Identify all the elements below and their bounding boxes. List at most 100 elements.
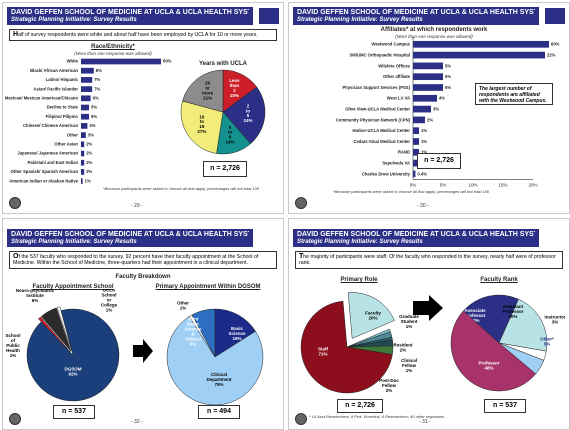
- slice-faculty: [347, 292, 395, 339]
- bar-harbor-ucla-medical-center: [413, 127, 419, 135]
- slice-label-dgsom: DGSOM 92%: [64, 367, 81, 377]
- category-label-chinese-chinese-american: Chinese/ Chinese American: [23, 123, 78, 128]
- slide-race-ethnicity: DAVID GEFFEN SCHOOL OF MEDICINE AT UCLA …: [2, 2, 284, 214]
- slice-label-post-doc-fellow: Post-Doc Fellow 2%: [379, 378, 399, 393]
- banner-text: f the 537 faculty who responded to the s…: [13, 254, 259, 266]
- value-label-olive-view-ucla-medical-center: 3%: [433, 106, 439, 111]
- page-number: - 29 -: [131, 203, 143, 209]
- n-count-box: n = 2,726: [417, 153, 461, 169]
- category-label-west-la-va: West LA VA: [387, 96, 410, 101]
- bar-west-la-va: [413, 94, 437, 102]
- bar-white: [81, 58, 161, 65]
- category-label-other-spanish-spanish-american: Other Spanish/ Spanish American: [11, 169, 79, 174]
- n2-count-box: n = 537: [484, 399, 526, 413]
- value-label-other-affiliate: 5%: [445, 74, 451, 79]
- section-title: Faculty Breakdown: [115, 274, 171, 280]
- slice-label-professor: Professor 48%: [478, 361, 499, 371]
- summary-banner: Of the 537 faculty who responded to the …: [9, 251, 277, 269]
- category-label-physician-support-services-pss: Physician Support Services (PSS): [343, 85, 411, 90]
- value-label-wilshire-offices: 5%: [445, 63, 451, 68]
- header-subtitle: Strategic Planning Initiative: Survey Re…: [297, 239, 423, 245]
- bar-japanese-japanese-american: [81, 150, 85, 157]
- category-label-white: White: [67, 59, 79, 64]
- category-label-wilshire-offices: Wilshire Offices: [378, 63, 410, 68]
- slide-primary-role: DAVID GEFFEN SCHOOL OF MEDICINE AT UCLA …: [288, 218, 570, 430]
- n1-count-box: n = 2,726: [337, 399, 383, 413]
- slice-label-school-of-public-health: School of Public Health 1%: [5, 333, 20, 358]
- value-label-rand: 1%: [421, 150, 427, 155]
- bar-charles-drew-university: [413, 170, 416, 178]
- header-title: DAVID GEFFEN SCHOOL OF MEDICINE AT UCLA …: [297, 231, 535, 238]
- page-number: - 30 -: [417, 203, 429, 209]
- value-label-asian-pacific-islander: 7%: [94, 86, 100, 91]
- footnote: * 14 Asst Researchers; 9 Prof. Emeritus;…: [309, 414, 446, 419]
- value-label-harbor-ucla-medical-center: 1%: [421, 128, 427, 133]
- ucla-logo: [545, 8, 565, 24]
- ucla-logo: [259, 8, 279, 24]
- bar-rand: [413, 148, 419, 156]
- summary-banner: Half of survey respondents were white an…: [9, 29, 277, 41]
- slice-2-to-5: [222, 86, 266, 145]
- value-label-mexican-mexican-american-chicano: 6%: [93, 96, 99, 101]
- slice-joint-basic-science-clinical: [191, 308, 216, 358]
- slice-label-clinical-fellow: Clinical Fellow 1%: [401, 358, 417, 373]
- category-label-latino-hispanic: Latino/ Hispanic: [46, 77, 79, 82]
- slide-affiliates: DAVID GEFFEN SCHOOL OF MEDICINE AT UCLA …: [288, 2, 570, 214]
- slice-other-ucla-school-or-college: [56, 306, 73, 352]
- header-title: DAVID GEFFEN SCHOOL OF MEDICINE AT UCLA …: [11, 231, 249, 238]
- years-pie-chart: Less than 2 15% 2 to 5 24% 5 to 9 14% 10 to 19 27% 20 or m…: [180, 69, 266, 155]
- category-label-other-affiliate: Other affiliate: [383, 74, 411, 79]
- slice-label-20-or-more: 20 or more 21%: [202, 81, 214, 101]
- category-label-sm-umc-orthopaedic-hospital: SM/UMC Orthopaedic Hospital: [350, 52, 411, 57]
- slice-label-faculty: Faculty 20%: [365, 311, 381, 321]
- banner-text: alf of survey respondents were white and…: [18, 32, 258, 38]
- value-label-white: 50%: [163, 59, 172, 64]
- race-bar-chart: White 50% Black/ African American 8% Latino/…: [5, 58, 172, 184]
- bar-chart-title: Affiliates* at which respondents work: [380, 27, 488, 33]
- summary-banner: The majority of participants were staff.…: [295, 251, 563, 269]
- slice-label-staff: Staff 71%: [318, 347, 329, 357]
- x-tick-label: 10%: [468, 182, 477, 187]
- slice-label-other: Other* 5%: [540, 337, 554, 347]
- slice-label-clinical-department: Clinical Department 75%: [206, 372, 232, 387]
- header-subtitle: Strategic Planning Initiative: Survey Re…: [11, 239, 137, 245]
- value-label-american-indian-or-alaskan-native: 1%: [85, 178, 91, 183]
- bar-physician-support-services-pss: [413, 84, 443, 91]
- category-label-american-indian-or-alaskan-native: American Indian or Alaskan Native: [9, 178, 78, 183]
- slice-label-other-ucla-school-or-college: OtherUCLASchoolorCollege1%: [101, 289, 118, 312]
- category-label-other: Other: [67, 132, 79, 137]
- category-label-cedars-sinai-medical-center: Cedars-Sinai Medical Center: [353, 139, 410, 144]
- category-label-community-physician-network-cpn: Community Physician Network (CPN): [336, 117, 411, 122]
- page-number: - 31 -: [419, 419, 431, 425]
- bar-chart-subtitle: (More than one response was allowed): [395, 34, 473, 39]
- pie1-title: Faculty Appointment School: [32, 284, 114, 290]
- header-title: DAVID GEFFEN SCHOOL OF MEDICINE AT UCLA …: [297, 9, 535, 16]
- footnote: *Because participants were asked to choo…: [103, 186, 260, 191]
- bar-mexican-mexican-american-chicano: [81, 95, 91, 102]
- page-number: - 32 -: [131, 419, 143, 425]
- slice-label-basic-science: Basic Science 16%: [228, 326, 246, 341]
- value-label-latino-hispanic: 7%: [94, 77, 100, 82]
- slice-label-associate-professor: Associate Professor 19%: [464, 308, 486, 323]
- value-label-other-asian: 2%: [86, 142, 92, 147]
- bar-westwood-campus: [413, 40, 549, 48]
- slice-10-to-19: [180, 100, 224, 154]
- category-label-olive-view-ucla-medical-center: Olive View-UCLA Medical Center: [345, 106, 410, 111]
- x-tick-label: 0%: [410, 182, 417, 187]
- slice-neuro-psychiatric-institute: [40, 307, 72, 352]
- category-label-sepulveda-va: Sepulveda VA: [382, 160, 410, 165]
- header-subtitle: Strategic Planning Initiative: Survey Re…: [11, 17, 137, 23]
- slice-clinical-department: [166, 316, 264, 406]
- banner-text: he majority of participants were staff. …: [299, 254, 556, 266]
- category-label-japanese-japanese-american: Japanese/ Japanese American: [17, 151, 78, 156]
- value-label-black-african-american: 8%: [96, 68, 102, 73]
- bar-black-african-american: [81, 67, 94, 74]
- value-label-west-la-va: 4%: [439, 96, 445, 101]
- pie-chart-title: Years with UCLA: [198, 61, 247, 67]
- arrow-right-icon: [413, 295, 443, 321]
- value-label-sm-umc-orthopaedic-hospital: 22%: [547, 52, 556, 57]
- banner-lead: O: [13, 253, 19, 260]
- bar-other-affiliate: [413, 73, 443, 81]
- faculty-school-pie: DGSOM 92% School of Public Health 1% Neuro-psyc…: [5, 289, 120, 402]
- slice-label-5-to-9: 5 to 9 14%: [225, 125, 234, 145]
